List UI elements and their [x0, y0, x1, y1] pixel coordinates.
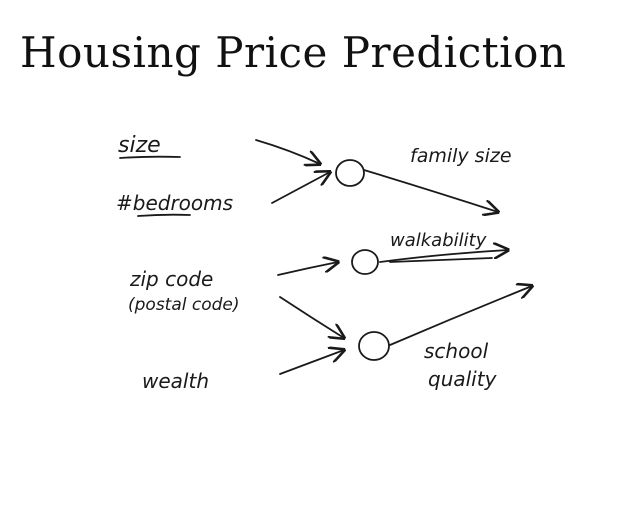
input-zip-label: zip code [129, 267, 213, 291]
input-wealth-label: wealth [142, 369, 209, 393]
arrow-family-out [363, 169, 498, 212]
hidden-quality-label: quality [428, 367, 498, 391]
arrow-bedrooms-to-family [271, 172, 330, 204]
page-title: Housing Price Prediction [20, 28, 567, 77]
arrow-school-out [389, 286, 532, 346]
hidden-family-size-label: family size [410, 145, 512, 167]
arrow-wealth-to-school [279, 350, 344, 375]
arrow-zip-to-walkability [277, 262, 338, 276]
arrow-walkability-out [379, 250, 508, 263]
size-underline [119, 155, 181, 159]
input-size-label: size [118, 133, 161, 158]
hidden-node-school-quality [358, 331, 390, 361]
arrow-zip-to-school [279, 296, 344, 338]
hidden-walkability-label: walkability [390, 230, 487, 251]
hidden-node-family-size [335, 159, 365, 187]
bedrooms-underline [137, 213, 191, 217]
walkability-underline [389, 257, 493, 263]
hidden-school-label: school [424, 339, 489, 363]
hidden-node-walkability [351, 249, 379, 275]
arrow-size-to-family [255, 139, 320, 164]
input-postal-label: (postal code) [128, 295, 240, 315]
input-bedrooms-label: #bedrooms [116, 191, 233, 215]
